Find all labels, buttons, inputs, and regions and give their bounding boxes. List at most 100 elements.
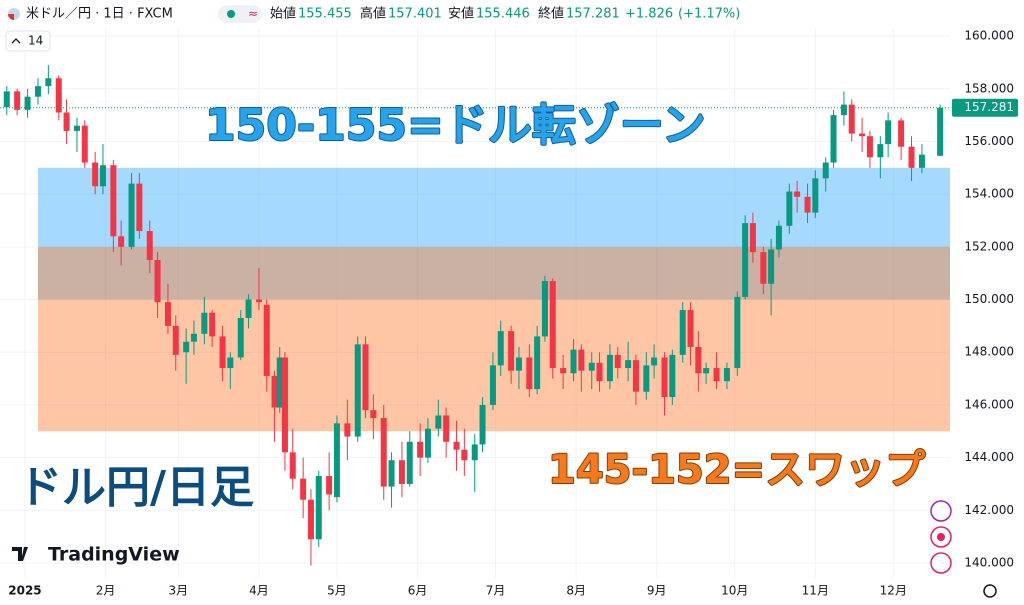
collapse-icon [11,38,21,44]
candle-body [354,344,361,437]
candle-body [534,336,541,390]
candle-body [786,191,793,226]
candle-body [937,107,944,156]
candle-body [749,223,756,253]
y-tick-label: 152.000 [964,239,1014,253]
candle-body [515,357,522,371]
change-pct: (+1.17%) [678,7,740,22]
candle-body [669,354,676,398]
candle-body [237,317,244,358]
zones [38,167,950,432]
open-label: 始値 [270,6,296,22]
y-tick-label: 148.000 [964,345,1014,359]
candle-body [128,183,135,247]
candle-body [723,368,730,382]
candle-body [734,296,741,369]
x-tick-label: 10月 [721,584,748,598]
candle-body [406,441,413,484]
candle-body [643,365,650,392]
annotation: ドル円/日足 [18,462,254,513]
candle-body [110,165,117,237]
candle-body [489,365,496,405]
candle-body [713,368,720,382]
x-tick-label: 7月 [486,584,506,598]
candle-body [300,478,307,500]
candle-body [276,357,283,408]
candle-body [255,299,262,303]
y-tick-label: 160.000 [964,29,1014,43]
symbol-icon-part [8,14,14,20]
candle-body [326,476,333,495]
candle-body [92,162,99,187]
candle-body [190,333,197,342]
y-tick-label: 156.000 [964,134,1014,148]
candle-body [918,154,925,168]
x-tick-label: 8月 [566,584,586,598]
candle-body [526,357,533,390]
alert-icon[interactable] [930,500,952,522]
change: +1.826 [625,7,673,22]
candle-body [443,415,450,442]
x-tick-label: 11月 [802,584,829,598]
candle-body [183,341,190,353]
candle-body [417,441,424,458]
candle-body [859,133,866,137]
candle-body [848,104,855,134]
candle-body [661,357,668,398]
labels: 140.000 142.000 144.000 146.000 148.000 150.0… [8,29,1018,598]
x-tick-label: 3月 [169,584,189,598]
candle-body [651,357,658,366]
candle-body [679,310,686,355]
x-tick-label: 2025 [8,584,41,598]
candle-body [271,375,278,408]
candle-body [898,120,905,147]
x-tick-label: 6月 [408,584,428,598]
candle-body [453,441,460,450]
last-price-box [952,98,1018,117]
candle-body [625,360,632,369]
candle-body [606,354,613,382]
candle-body [24,96,31,110]
candle-body [245,299,252,318]
candle-body [45,78,52,87]
y-tick-label: 142.000 [964,503,1014,517]
candle-body [742,223,749,297]
indicator-box[interactable] [5,30,51,52]
candle-body [908,146,915,168]
candle-body [14,91,21,110]
candle-body [596,362,603,382]
candle-body [398,460,405,484]
candle-body [560,368,567,374]
candle-body [344,423,351,437]
high-label: 高値 [360,6,386,22]
candle-body [461,449,468,461]
candle-body [471,444,478,461]
candle-body [154,260,161,303]
candle-body [703,368,710,374]
candle-body [81,125,88,163]
candle-body [289,452,296,479]
candle-body [804,196,811,213]
candle-body [822,162,829,179]
logo: TradingView [48,544,180,566]
candle-body [549,281,556,369]
status-pill[interactable] [218,5,262,23]
candle-body [388,460,395,487]
candle-body [63,112,70,131]
candle-body [570,349,577,374]
candle-body [362,344,369,411]
close-value: 157.281 [566,7,620,22]
y-tick-label: 140.000 [964,555,1014,569]
candle-body [687,310,694,347]
candle-body [508,331,515,371]
x-tick-label: 5月 [327,584,347,598]
indicator-value: 14 [28,34,43,48]
event-icon[interactable] [930,552,952,574]
candle-body [775,225,782,250]
x-tick-label: 9月 [647,584,667,598]
candle-body [380,418,387,487]
market-status [227,10,235,18]
settings-icon[interactable] [983,584,997,598]
